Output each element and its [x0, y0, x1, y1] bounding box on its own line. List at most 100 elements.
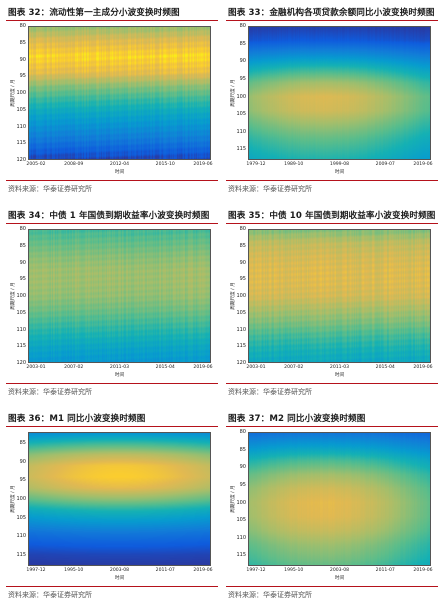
y-axis-label: 周期尺度 / 月: [231, 485, 236, 513]
y-tick-label: 85: [239, 446, 246, 453]
y-tick-label: 120: [16, 157, 26, 163]
x-tick-label: 2015-04: [375, 365, 395, 370]
y-tick-label: 80: [239, 429, 246, 435]
y-tick-label: 85: [19, 242, 26, 249]
y-axis-label: 周期尺度 / 月: [231, 79, 236, 107]
source-divider: [6, 383, 218, 384]
y-tick-label: 90: [239, 464, 246, 471]
heatmap-plot: 80 85 90 95 100 105 110 115 1997-12 1995-10 2003-0…: [231, 429, 433, 581]
source-note: 资料来源：华泰证券研究所: [228, 388, 312, 396]
source-divider: [226, 586, 438, 587]
chart-panel: 图表 33：金融机构各项贷款余额同比小波变换时频图 80 85 90 95 100 105…: [226, 4, 438, 197]
y-tick-label: 110: [16, 326, 26, 333]
chart-header: 图表 32：流动性第一主成分小波变换时频图: [6, 4, 218, 21]
chart-header: 图表 33：金融机构各项贷款余额同比小波变换时频图: [226, 4, 438, 21]
chart-header: 图表 36：M1 同比小波变换时频图: [6, 410, 218, 427]
y-tick-label: 80: [239, 23, 246, 29]
heatmap-canvas: [28, 432, 211, 566]
y-tick-label: 85: [19, 440, 26, 447]
heatmap-plot: 80 85 90 95 100 105 110 115 120 2003-01 2007-02 201…: [11, 226, 213, 378]
y-tick-label: 105: [16, 309, 26, 316]
y-tick-label: 95: [239, 75, 246, 82]
source-divider: [6, 586, 218, 587]
y-axis-label: 周期尺度 / 月: [11, 282, 16, 310]
source-note: 资料来源：华泰证券研究所: [228, 185, 312, 193]
x-tick-label: 2005-02: [26, 162, 46, 167]
y-tick-label: 100: [236, 499, 246, 506]
y-tick-label: 120: [236, 360, 246, 366]
x-tick-label: 2003-08: [329, 568, 350, 573]
x-tick-label: 2008-09: [64, 162, 84, 167]
x-tick-label: 2019-06: [413, 162, 433, 167]
source-note: 资料来源：华泰证券研究所: [228, 591, 312, 599]
chart-panel: 图表 34：中债 1 年国债到期收益率小波变换时频图 80 85 90 95 100 10…: [6, 207, 218, 400]
y-tick-label: 105: [236, 309, 246, 316]
y-tick-label: 105: [236, 111, 246, 118]
y-tick-label: 95: [19, 477, 26, 484]
x-tick-label: 2009-07: [375, 162, 395, 167]
y-tick-label: 115: [236, 343, 246, 350]
x-axis-label: 时间: [114, 576, 125, 581]
y-tick-label: 110: [16, 533, 26, 540]
x-axis-label: 时间: [114, 170, 125, 175]
y-tick-label: 110: [236, 534, 246, 541]
x-tick-label: 2015-10: [155, 162, 175, 167]
plot-frame: [248, 229, 431, 363]
x-tick-label: 2019-06: [193, 162, 213, 167]
heatmap-plot: 80 85 90 95 100 105 110 115 1979-12 1989-10 1999-0…: [231, 23, 433, 175]
heatmap-canvas: [248, 26, 431, 160]
x-axis-label: 时间: [334, 170, 345, 175]
x-tick-label: 2011-07: [375, 568, 395, 573]
chart-panel: 图表 36：M1 同比小波变换时频图 85 90 95 100 105 110 115 199…: [6, 410, 218, 603]
source-divider: [6, 180, 218, 181]
chart-title: 图表 33：金融机构各项贷款余额同比小波变换时频图: [228, 8, 435, 18]
plot-frame: [28, 229, 211, 363]
chart-title: 图表 36：M1 同比小波变换时频图: [8, 414, 146, 424]
y-tick-label: 85: [239, 40, 246, 47]
heatmap-canvas: [28, 26, 211, 160]
plot-frame: [248, 26, 431, 160]
x-tick-label: 1997-12: [246, 568, 266, 573]
y-tick-label: 100: [16, 90, 26, 96]
y-tick-label: 90: [239, 259, 246, 266]
y-tick-label: 110: [236, 326, 246, 333]
y-tick-label: 85: [239, 242, 246, 249]
source-divider: [226, 180, 438, 181]
x-tick-label: 2011-03: [109, 365, 130, 370]
x-tick-label: 1999-08: [329, 162, 350, 167]
x-tick-label: 2007-02: [64, 365, 84, 370]
heatmap-canvas: [28, 229, 211, 363]
x-tick-label: 2019-06: [193, 365, 213, 370]
x-tick-label: 1997-12: [26, 568, 46, 573]
y-tick-label: 115: [236, 146, 246, 153]
plot-frame: [248, 432, 431, 566]
y-tick-label: 105: [16, 514, 26, 521]
x-axis-label: 时间: [114, 373, 125, 378]
y-tick-label: 80: [239, 226, 246, 232]
y-tick-label: 115: [236, 552, 246, 559]
y-tick-label: 100: [16, 293, 26, 299]
plot-frame: [28, 26, 211, 160]
chart-title: 图表 35：中债 10 年国债到期收益率小波变换时频图: [228, 211, 436, 221]
y-tick-label: 80: [19, 23, 26, 29]
plot-frame: [28, 432, 211, 566]
chart-header: 图表 35：中债 10 年国债到期收益率小波变换时频图: [226, 207, 438, 224]
x-tick-label: 1979-12: [246, 162, 266, 167]
x-tick-label: 2007-02: [284, 365, 304, 370]
y-tick-label: 115: [16, 343, 26, 350]
x-tick-label: 2019-06: [193, 568, 213, 573]
x-tick-label: 2011-03: [329, 365, 350, 370]
x-tick-label: 2012-04: [109, 162, 130, 167]
y-tick-label: 80: [19, 226, 26, 232]
x-tick-label: 1995-10: [284, 568, 304, 573]
x-tick-label: 2003-01: [246, 365, 266, 370]
y-tick-label: 100: [16, 496, 26, 502]
y-axis-label: 周期尺度 / 月: [231, 282, 236, 310]
heatmap-plot: 85 90 95 100 105 110 115 1997-12 1995-10 2003-08 2…: [11, 432, 213, 581]
x-tick-label: 2003-08: [109, 568, 130, 573]
y-tick-label: 90: [239, 58, 246, 65]
heatmap-canvas: [248, 432, 431, 566]
y-tick-label: 90: [19, 458, 26, 465]
x-tick-label: 1989-10: [284, 162, 304, 167]
source-note: 资料来源：华泰证券研究所: [8, 185, 92, 193]
